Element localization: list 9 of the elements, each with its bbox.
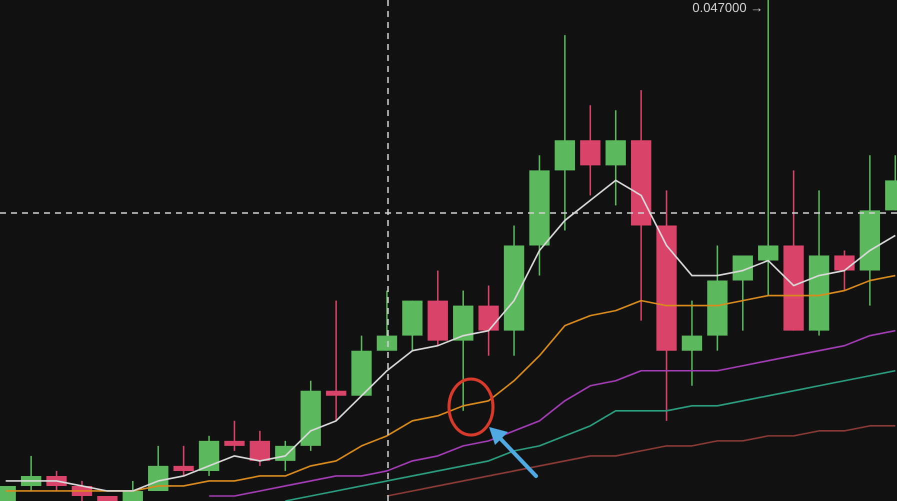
candlestick: [173, 445, 194, 477]
candlestick: [682, 300, 702, 387]
candlestick: [376, 290, 398, 352]
annotation: 0.047000 →: [692, 0, 764, 16]
candlestick: [122, 480, 143, 501]
candlestick: [834, 250, 855, 292]
candlestick: [250, 430, 270, 467]
candlestick: [326, 300, 346, 422]
candlestick: [224, 420, 245, 452]
